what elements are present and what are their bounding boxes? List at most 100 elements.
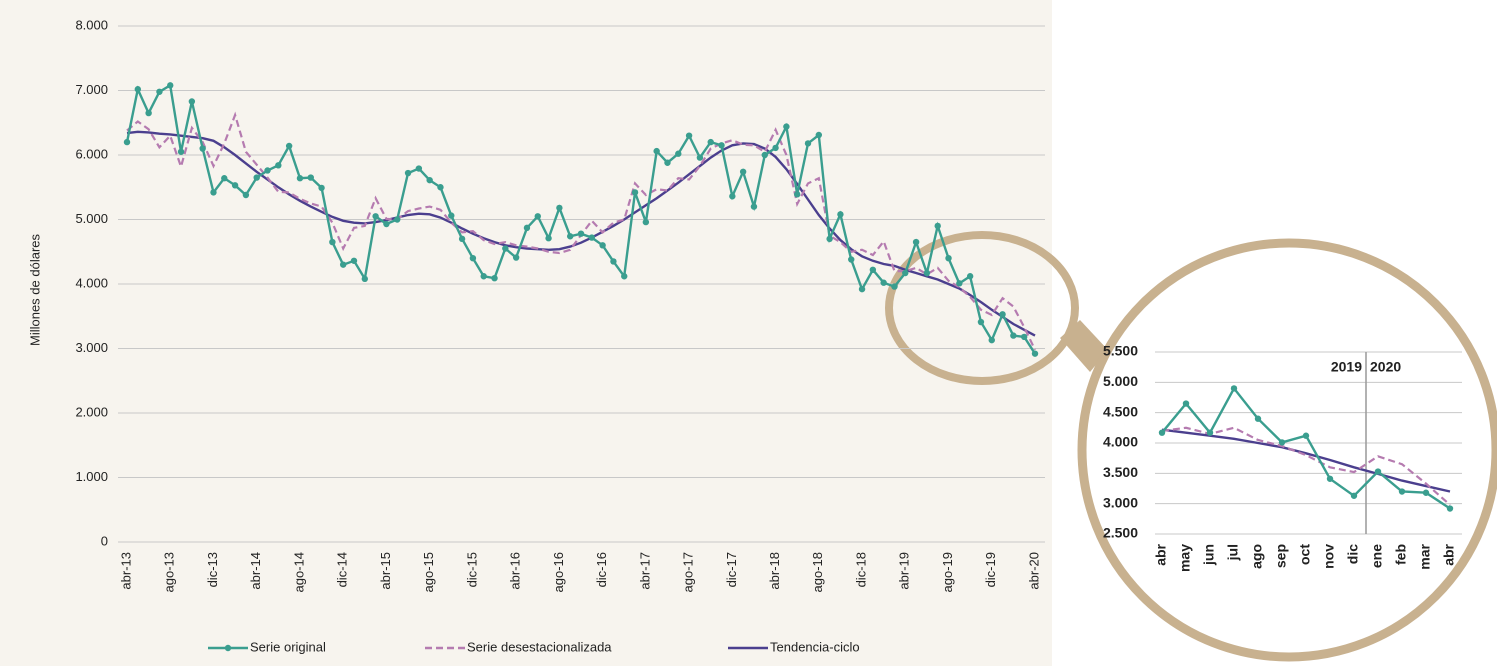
data-point <box>977 318 985 326</box>
y-tick-label: 3.000 <box>1103 494 1138 510</box>
data-point <box>891 283 898 290</box>
x-tick-label: dic-15 <box>464 552 479 587</box>
x-tick-label: ago-13 <box>162 552 177 592</box>
data-point <box>134 86 142 93</box>
data-point <box>404 169 412 177</box>
legend-label: Tendencia-ciclo <box>770 639 860 654</box>
y-tick-label: 4.000 <box>75 275 108 290</box>
x-tick-label: abr-14 <box>248 552 263 590</box>
x-tick-label: dic-18 <box>853 552 868 587</box>
data-point <box>988 336 995 344</box>
x-tick-label: abr-20 <box>1026 552 1041 590</box>
x-tick-label: dic-19 <box>983 552 998 587</box>
y-tick-label: 2.500 <box>1103 525 1138 541</box>
data-point <box>1350 492 1358 499</box>
data-point <box>394 216 401 223</box>
data-point <box>1374 468 1382 475</box>
x-tick-label: ago-14 <box>291 552 306 592</box>
data-point <box>804 140 812 147</box>
year-label: 2020 <box>1370 359 1401 375</box>
data-point <box>934 222 941 230</box>
x-tick-label: dic-16 <box>594 552 609 587</box>
data-point <box>912 238 920 246</box>
zoom-connector <box>1060 320 1108 372</box>
data-point <box>923 269 931 277</box>
data-point <box>1010 332 1017 339</box>
data-point <box>675 150 682 157</box>
x-tick-label: abr-19 <box>897 552 912 590</box>
data-point <box>1182 400 1190 407</box>
data-point <box>956 280 963 287</box>
data-point <box>1422 489 1430 496</box>
data-point <box>761 151 768 159</box>
data-point <box>123 138 131 146</box>
data-point <box>902 269 909 277</box>
x-tick-label: jul <box>1225 544 1241 561</box>
data-point <box>502 245 509 252</box>
data-point <box>869 266 877 274</box>
data-point <box>415 165 423 172</box>
x-tick-label: may <box>1177 544 1193 572</box>
y-tick-label: 5.000 <box>1103 373 1138 389</box>
data-point <box>275 162 282 169</box>
data-point <box>631 189 639 196</box>
data-point <box>545 235 552 242</box>
legend-marker <box>224 644 232 652</box>
data-point <box>264 167 271 174</box>
data-point <box>199 145 206 152</box>
data-point <box>534 213 541 220</box>
data-point <box>221 175 228 182</box>
y-tick-label: 4.500 <box>1103 403 1138 419</box>
data-point <box>383 220 390 228</box>
data-point <box>167 82 174 89</box>
data-point <box>339 261 347 268</box>
x-tick-label: dic-13 <box>205 552 220 587</box>
x-tick-label: feb <box>1393 544 1409 565</box>
data-point <box>858 285 866 293</box>
data-point <box>1326 475 1334 482</box>
legend-label: Serie original <box>250 639 326 654</box>
data-point <box>588 234 596 241</box>
inset-background <box>1100 345 1495 590</box>
x-tick-label: abr-13 <box>118 552 133 590</box>
data-point <box>1020 333 1028 341</box>
x-tick-label: mar <box>1417 543 1433 569</box>
data-point <box>653 147 660 155</box>
data-point <box>815 131 823 139</box>
x-tick-label: ago <box>1249 544 1265 569</box>
data-point <box>556 204 563 212</box>
data-point <box>793 191 801 198</box>
x-tick-label: ago-16 <box>551 552 566 592</box>
x-tick-label: dic <box>1345 544 1361 564</box>
data-point <box>329 238 336 246</box>
data-point <box>1206 429 1214 436</box>
x-tick-label: abr-17 <box>637 552 652 590</box>
data-point <box>1230 385 1238 392</box>
year-label: 2019 <box>1331 359 1362 375</box>
data-point <box>577 230 585 237</box>
data-point <box>837 211 844 218</box>
data-point <box>480 273 487 280</box>
legend-label: Serie desestacionalizada <box>467 639 612 654</box>
x-tick-label: abr-15 <box>378 552 393 590</box>
data-point <box>999 311 1006 318</box>
data-point <box>707 138 714 146</box>
data-point <box>880 279 887 286</box>
data-point <box>296 175 304 182</box>
data-point <box>210 189 217 196</box>
x-tick-label: ago-15 <box>421 552 436 592</box>
y-tick-label: 6.000 <box>75 146 108 161</box>
y-axis-title: Millones de dólares <box>27 234 42 347</box>
data-point <box>783 123 790 130</box>
data-point <box>566 233 574 240</box>
x-tick-label: jun <box>1201 544 1217 566</box>
data-point <box>1446 505 1454 512</box>
y-tick-label: 7.000 <box>75 82 108 97</box>
data-point <box>448 212 455 219</box>
x-tick-label: abr <box>1153 543 1169 565</box>
data-point <box>1158 429 1166 436</box>
data-point <box>242 191 250 199</box>
data-point <box>523 224 531 232</box>
